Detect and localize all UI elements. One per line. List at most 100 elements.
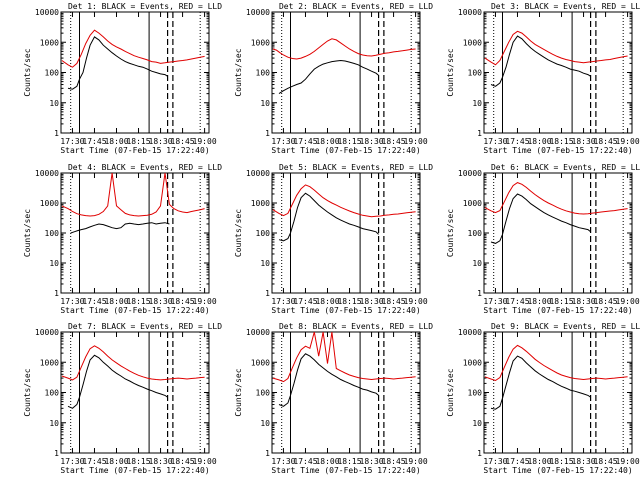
x-axis-title: Start Time (07-Feb-15 17:22:40) — [483, 146, 632, 155]
x-tick-label: 18:15 — [337, 457, 361, 466]
plot-area — [272, 173, 416, 293]
x-tick-label: 18:15 — [549, 457, 573, 466]
x-tick-label: 18:00 — [315, 137, 339, 146]
y-tick-label: 1000 — [40, 38, 59, 47]
y-tick-label: 1000 — [251, 358, 270, 367]
panel-title: Det 6: BLACK = Events, RED = LLD — [491, 163, 640, 172]
y-axis-title: Counts/sec — [234, 368, 243, 416]
series-line-lld — [272, 332, 416, 383]
y-tick-label: 100 — [468, 69, 483, 78]
series-line-events — [67, 36, 168, 90]
y-tick-label: 10 — [260, 99, 270, 108]
panel-title: Det 3: BLACK = Events, RED = LLD — [491, 2, 640, 11]
x-tick-label: 18:45 — [594, 297, 618, 306]
x-tick-label: 18:15 — [549, 297, 573, 306]
x-axis-title: Start Time (07-Feb-15 17:22:40) — [60, 306, 209, 315]
y-axis-title: Counts/sec — [446, 48, 455, 96]
x-tick-label: 18:30 — [572, 457, 596, 466]
x-axis-title: Start Time (07-Feb-15 17:22:40) — [60, 466, 209, 475]
y-tick-label: 1 — [265, 129, 270, 138]
x-tick-label: 18:45 — [382, 457, 406, 466]
y-tick-label: 1 — [265, 449, 270, 458]
plot-frame — [271, 331, 421, 454]
y-tick-label: 10 — [472, 259, 482, 268]
x-tick-label: 19:00 — [404, 297, 428, 306]
y-tick-label: 10 — [472, 419, 482, 428]
x-tick-label: 17:45 — [293, 457, 317, 466]
y-tick-label: 10000 — [35, 169, 59, 178]
plot-frame — [60, 172, 210, 294]
series-line-events — [278, 192, 379, 242]
y-tick-label: 1 — [54, 289, 59, 298]
x-tick-label: 19:00 — [404, 137, 428, 146]
y-tick-label: 100 — [256, 69, 271, 78]
y-tick-label: 10000 — [35, 8, 59, 17]
panel-title: Det 5: BLACK = Events, RED = LLD — [279, 163, 433, 172]
y-axis-title: Counts/sec — [446, 368, 455, 416]
detector-panel-2: Det 2: BLACK = Events, RED = LLD 1 10 100 10… — [234, 2, 433, 155]
x-tick-label: 17:30 — [483, 297, 507, 306]
y-tick-label: 100 — [45, 389, 60, 398]
series-line-lld — [484, 30, 628, 66]
series-line-events — [490, 193, 591, 244]
y-tick-label: 1 — [265, 289, 270, 298]
x-tick-label: 17:45 — [293, 297, 317, 306]
plot-area — [484, 332, 628, 453]
x-tick-label: 18:00 — [527, 137, 551, 146]
x-tick-label: 19:00 — [616, 137, 640, 146]
x-tick-label: 18:15 — [337, 297, 361, 306]
x-tick-label: 18:30 — [149, 297, 173, 306]
series-line-events — [67, 354, 168, 409]
x-tick-label: 17:45 — [293, 137, 317, 146]
y-axis-title: Counts/sec — [234, 209, 243, 257]
x-tick-label: 17:45 — [82, 457, 106, 466]
y-tick-label: 10000 — [458, 169, 482, 178]
panel-title: Det 4: BLACK = Events, RED = LLD — [68, 163, 222, 172]
x-tick-label: 18:00 — [104, 137, 128, 146]
panel-title: Det 9: BLACK = Events, RED = LLD — [491, 322, 640, 331]
plot-frame — [60, 331, 210, 454]
x-tick-label: 19:00 — [193, 457, 217, 466]
y-tick-label: 1 — [477, 289, 482, 298]
plot-frame — [483, 11, 633, 134]
series-line-lld — [484, 344, 628, 382]
x-axis-title: Start Time (07-Feb-15 17:22:40) — [483, 466, 632, 475]
x-tick-label: 18:30 — [360, 137, 384, 146]
x-tick-label: 19:00 — [616, 457, 640, 466]
plot-frame — [483, 331, 633, 454]
x-tick-label: 18:45 — [382, 297, 406, 306]
plot-frame — [483, 172, 633, 294]
x-tick-label: 17:45 — [505, 297, 529, 306]
y-axis-title: Counts/sec — [446, 209, 455, 257]
x-tick-label: 18:15 — [337, 137, 361, 146]
detector-panel-9: Det 9: BLACK = Events, RED = LLD 1 10 100 10… — [446, 322, 640, 475]
series-line-lld — [272, 38, 416, 60]
x-tick-label: 18:45 — [594, 457, 618, 466]
y-tick-label: 1000 — [251, 199, 270, 208]
series-line-events — [490, 35, 591, 87]
x-axis-title: Start Time (07-Feb-15 17:22:40) — [271, 146, 420, 155]
series-line-events — [490, 355, 591, 410]
series-line-lld — [484, 182, 628, 215]
y-axis-title: Counts/sec — [23, 209, 32, 257]
panel-title: Det 7: BLACK = Events, RED = LLD — [68, 322, 222, 331]
detector-panel-1: Det 1: BLACK = Events, RED = LLD 1 10 100 10… — [23, 2, 222, 155]
x-tick-label: 18:15 — [549, 137, 573, 146]
y-axis-title: Counts/sec — [23, 368, 32, 416]
series-line-events — [70, 222, 170, 234]
y-axis-title: Counts/sec — [23, 48, 32, 96]
x-tick-label: 17:30 — [60, 137, 84, 146]
plot-area — [61, 12, 205, 133]
y-tick-label: 10000 — [458, 328, 482, 337]
x-tick-label: 18:30 — [149, 137, 173, 146]
x-tick-label: 18:45 — [171, 297, 195, 306]
plot-area — [61, 332, 205, 453]
x-tick-label: 17:30 — [271, 457, 295, 466]
y-tick-label: 1000 — [463, 199, 482, 208]
x-tick-label: 18:45 — [594, 137, 618, 146]
x-tick-label: 17:30 — [271, 137, 295, 146]
y-tick-label: 1000 — [40, 199, 59, 208]
y-tick-label: 100 — [45, 229, 60, 238]
x-tick-label: 18:00 — [315, 297, 339, 306]
y-tick-label: 100 — [45, 69, 60, 78]
